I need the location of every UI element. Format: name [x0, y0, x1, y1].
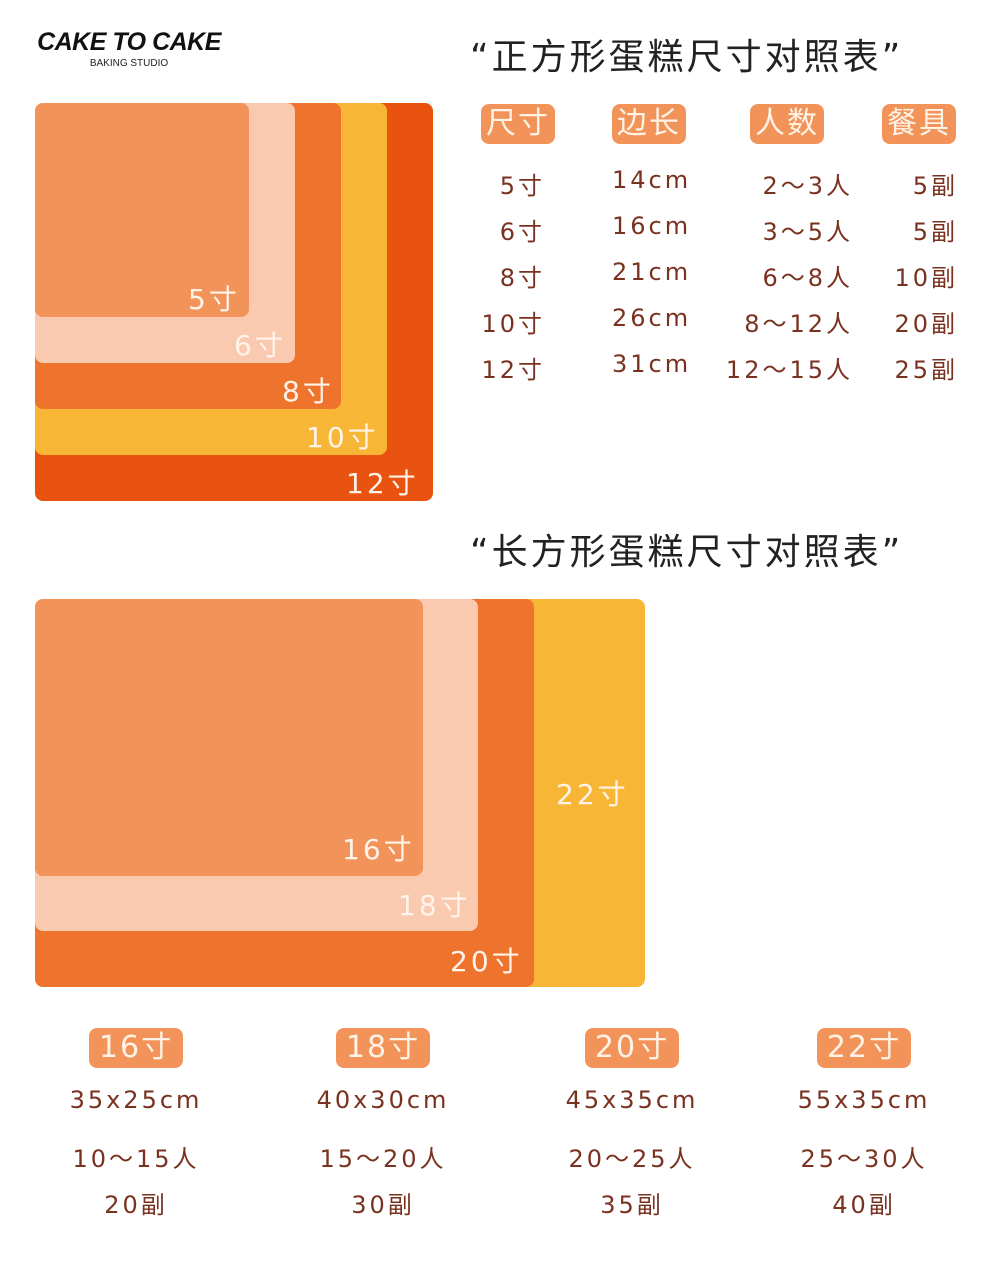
- rect-label: 16寸: [342, 833, 415, 866]
- rect-size-badge: 20寸: [585, 1028, 679, 1068]
- square-label: 12寸: [346, 467, 419, 500]
- table-cell-people: 3～5人: [762, 218, 853, 246]
- table-cell-tableware: 20副: [894, 310, 958, 338]
- table-cell-size: 5寸: [499, 172, 545, 200]
- header-people: 人数: [750, 104, 824, 144]
- rect-label: 18寸: [398, 889, 471, 922]
- table-cell-side-length: 16cm: [612, 212, 692, 240]
- square-label: 10寸: [306, 421, 379, 454]
- rect-label: 22寸: [556, 778, 629, 811]
- table-cell-size: 12寸: [481, 356, 545, 384]
- table-cell-people: 6～8人: [762, 264, 853, 292]
- table-cell-side-length: 26cm: [612, 304, 692, 332]
- table-cell-size: 6寸: [499, 218, 545, 246]
- rect-people: 25～30人: [800, 1145, 928, 1173]
- rect-dimensions: 40x30cm: [316, 1086, 450, 1114]
- table-cell-people: 8～12人: [744, 310, 853, 338]
- rect-size-badge: 16寸: [89, 1028, 183, 1068]
- rect-dimensions: 55x35cm: [797, 1086, 931, 1114]
- table-cell-tableware: 5副: [912, 172, 958, 200]
- rect-tableware: 20副: [104, 1191, 168, 1219]
- rect-label: 20寸: [450, 945, 523, 978]
- table-cell-tableware: 10副: [894, 264, 958, 292]
- table-cell-tableware: 25副: [894, 356, 958, 384]
- table-cell-size: 8寸: [499, 264, 545, 292]
- header-size: 尺寸: [481, 104, 555, 144]
- square-5-inch: [35, 103, 249, 317]
- table-cell-side-length: 31cm: [612, 350, 692, 378]
- rect-tableware: 30副: [351, 1191, 415, 1219]
- rectangle-title: “长方形蛋糕尺寸对照表”: [470, 532, 904, 573]
- rect-size-badge: 18寸: [336, 1028, 430, 1068]
- rect-dimensions: 45x35cm: [565, 1086, 699, 1114]
- square-label: 8寸: [282, 375, 334, 408]
- rect-people: 10～15人: [72, 1145, 200, 1173]
- rect-16-inch: [35, 599, 423, 876]
- square-label: 6寸: [234, 329, 286, 362]
- table-cell-side-length: 21cm: [612, 258, 692, 286]
- table-cell-size: 10寸: [481, 310, 545, 338]
- table-cell-people: 12～15人: [725, 356, 853, 384]
- logo: CAKE TO CAKE BAKING STUDIO: [34, 28, 224, 69]
- rect-tableware: 35副: [600, 1191, 664, 1219]
- header-side-length: 边长: [612, 104, 686, 144]
- rect-size-badge: 22寸: [817, 1028, 911, 1068]
- header-tableware: 餐具: [882, 104, 956, 144]
- table-cell-people: 2～3人: [762, 172, 853, 200]
- table-cell-tableware: 5副: [912, 218, 958, 246]
- rect-dimensions: 35x25cm: [69, 1086, 203, 1114]
- square-title: “正方形蛋糕尺寸对照表”: [470, 37, 904, 78]
- logo-name: CAKE TO CAKE: [37, 28, 221, 56]
- rect-people: 20～25人: [568, 1145, 696, 1173]
- table-cell-side-length: 14cm: [612, 166, 692, 194]
- rect-tableware: 40副: [832, 1191, 896, 1219]
- square-label: 5寸: [188, 283, 240, 316]
- logo-subtitle: BAKING STUDIO: [89, 58, 169, 69]
- rect-people: 15～20人: [319, 1145, 447, 1173]
